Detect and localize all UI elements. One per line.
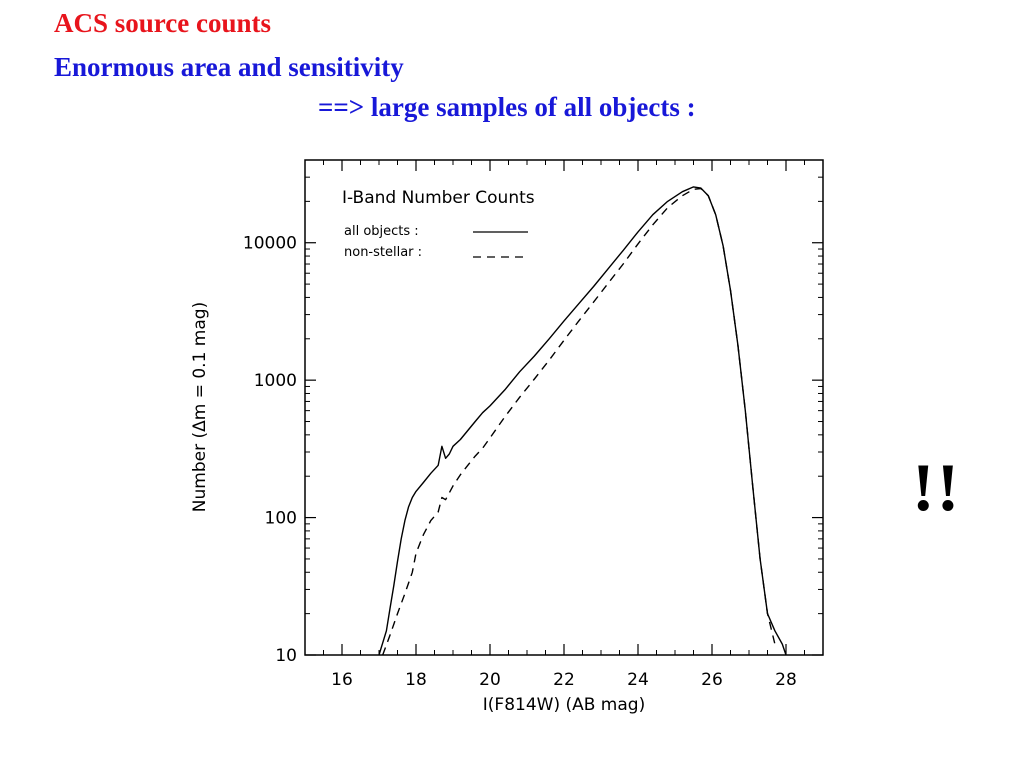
x-tick-label: 22 xyxy=(553,670,575,690)
y-tick-label: 10 xyxy=(275,646,297,666)
exclamation-annotation: !! xyxy=(912,449,962,525)
legend-label-all-objects: all objects : xyxy=(344,224,419,239)
x-axis-ticks: 16 18 20 22 24 26 28 xyxy=(323,160,805,690)
series-line-all-objects xyxy=(378,186,787,656)
series-line-non-stellar xyxy=(382,187,776,656)
slide-subtitle: Enormous area and sensitivity xyxy=(54,52,404,82)
x-tick-label: 16 xyxy=(331,670,353,690)
x-tick-label: 18 xyxy=(405,670,427,690)
x-tick-label: 28 xyxy=(775,670,797,690)
slide-subtitle-line2: ==> large samples of all objects : xyxy=(318,92,696,122)
x-tick-label: 24 xyxy=(627,670,649,690)
legend-label-non-stellar: non-stellar : xyxy=(344,245,422,260)
y-axis-label: Number (Δm = 0.1 mag) xyxy=(190,302,210,512)
series-layer xyxy=(378,186,787,656)
y-tick-label: 1000 xyxy=(254,371,297,391)
slide-title: ACS source counts xyxy=(54,8,272,38)
y-tick-label: 100 xyxy=(265,509,297,529)
y-tick-label: 10000 xyxy=(243,234,297,254)
y-axis-ticks: 10 100 1000 10000 xyxy=(243,159,823,666)
x-axis-label: I(F814W) (AB mag) xyxy=(483,695,645,715)
x-tick-label: 26 xyxy=(701,670,723,690)
x-tick-label: 20 xyxy=(479,670,501,690)
chart-title: I-Band Number Counts xyxy=(342,188,535,208)
